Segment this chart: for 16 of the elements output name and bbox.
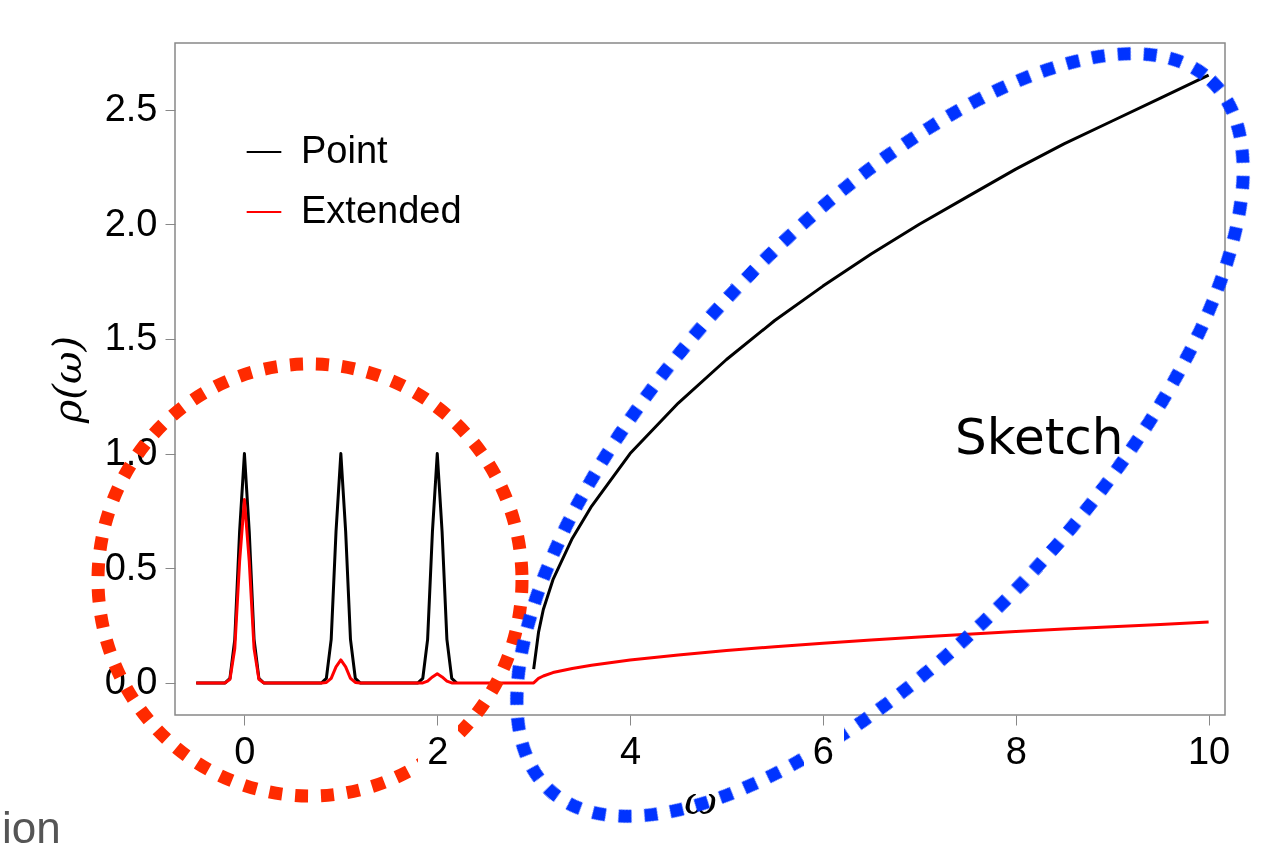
x-tick-label: 10 bbox=[1187, 729, 1231, 772]
y-tick-label: 2.0 bbox=[104, 201, 158, 244]
y-axis-title: ρ(ω) bbox=[43, 335, 90, 425]
x-tick-label: 8 bbox=[1005, 729, 1027, 772]
text: ion bbox=[2, 803, 61, 851]
x-tick-label: 4 bbox=[620, 729, 642, 772]
x-tick-label: 0 bbox=[234, 729, 256, 772]
y-tick-label: 1.5 bbox=[104, 316, 158, 359]
x-tick-label: 2 bbox=[427, 729, 449, 772]
legend-label: Extended bbox=[301, 189, 462, 231]
legend-label: Point bbox=[301, 129, 389, 171]
annotation: Sketch bbox=[955, 408, 1124, 466]
x-tick-label: 6 bbox=[812, 729, 834, 772]
y-tick-label: 2.5 bbox=[104, 87, 158, 130]
line-series bbox=[194, 497, 1211, 685]
y-tick-label: 0.5 bbox=[104, 545, 158, 588]
